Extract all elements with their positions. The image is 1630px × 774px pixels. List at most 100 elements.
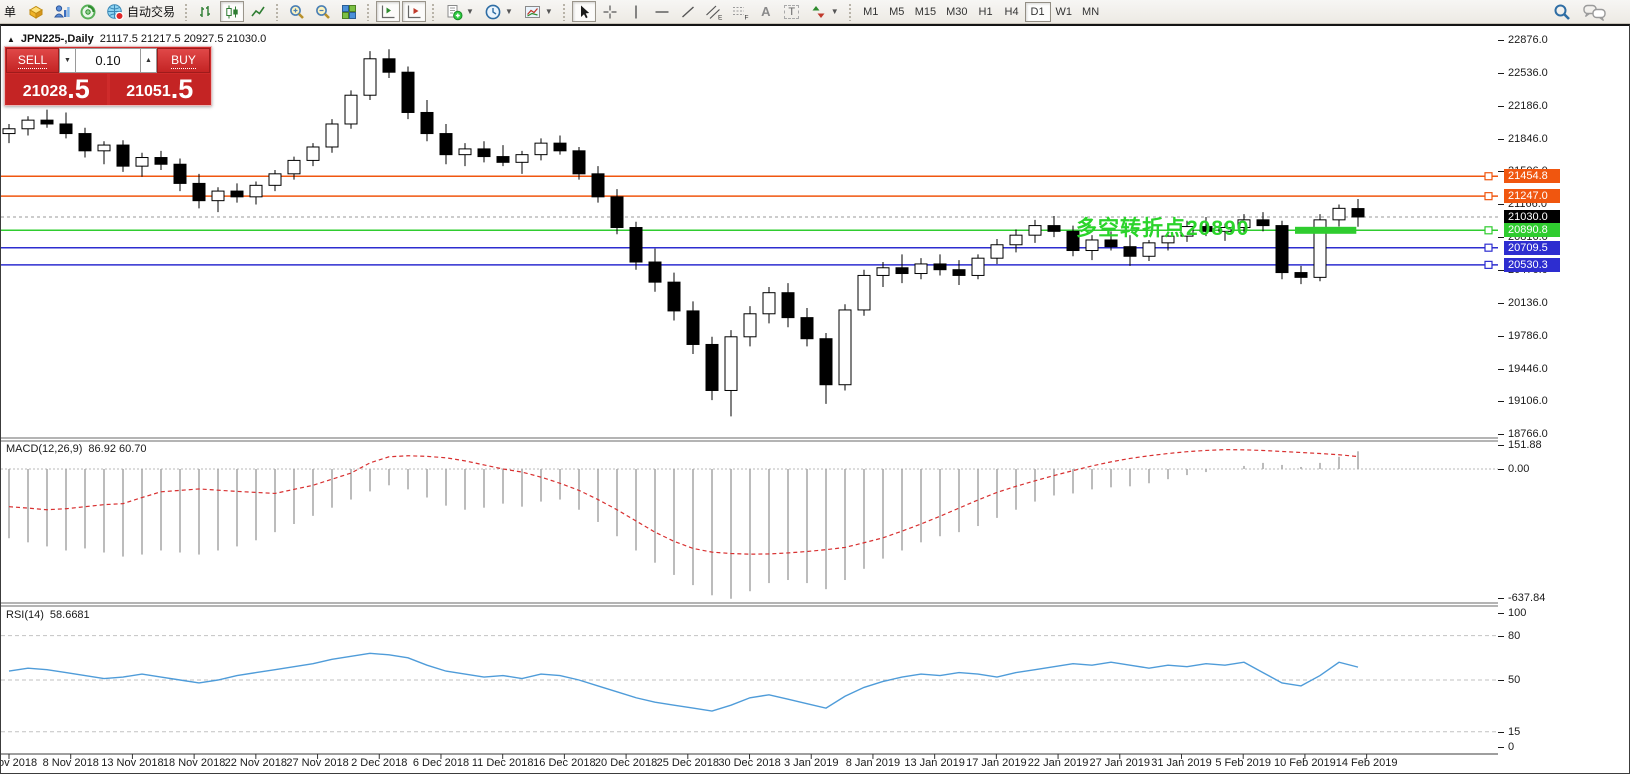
candle <box>1085 239 1099 252</box>
candle <box>116 144 130 167</box>
menu-text-fragment[interactable]: 单 <box>4 5 17 19</box>
candle <box>1237 219 1251 229</box>
volume-decrease-button[interactable]: ▼ <box>59 48 76 73</box>
svg-text:E: E <box>718 14 723 21</box>
candle <box>1351 208 1365 218</box>
zoom-in-button[interactable] <box>285 1 309 22</box>
candle <box>1313 219 1327 278</box>
timeframe-button-M1[interactable]: M1 <box>863 5 879 18</box>
date-label: 27 Nov 2018 <box>286 757 349 769</box>
cursor-tool-button[interactable] <box>571 1 596 22</box>
zoom-in-icon <box>288 3 306 21</box>
dropdown-caret: ▼ <box>830 7 839 16</box>
price-tick-label: 19446.0 <box>1498 361 1548 376</box>
auto-scroll-button[interactable] <box>402 1 427 22</box>
timeframe-button-MN[interactable]: MN <box>1082 5 1100 18</box>
candle <box>610 196 624 229</box>
buy-price-display[interactable]: 21051.5 <box>109 74 210 105</box>
market-watch-icon <box>53 3 71 21</box>
equidistant-channel-tool-button[interactable]: E <box>702 1 726 22</box>
candle <box>1199 226 1213 232</box>
chart-canvas[interactable] <box>1 30 1498 774</box>
rsi-tick-label: 80 <box>1498 628 1521 643</box>
chat-icon[interactable] <box>1582 2 1608 22</box>
candle <box>743 313 757 338</box>
trendline-tool-button[interactable] <box>676 1 700 22</box>
sell-price-display[interactable]: 21028.5 <box>6 74 107 105</box>
rsi-tick-label: 50 <box>1498 673 1521 687</box>
chart-annotation-text[interactable]: 多空转折点20890 <box>1076 216 1250 240</box>
date-label: 4 Nov 2018 <box>1 757 38 769</box>
chart-shift-button[interactable] <box>376 1 401 22</box>
new-order-button[interactable] <box>24 1 48 22</box>
level-price-label: 20530.3 <box>1504 257 1560 272</box>
date-label: 22 Jan 2019 <box>1027 757 1089 769</box>
candle <box>439 133 453 156</box>
candle <box>933 263 947 271</box>
macd-indicator-label: MACD(12,26,9) 86.92 60.70 <box>6 443 147 455</box>
dropdown-caret: ▼ <box>466 7 474 16</box>
cursor-icon <box>575 3 593 21</box>
auto-scroll-icon <box>405 3 423 21</box>
chart-ohlc-values: 21117.5 21217.5 20927.5 21030.0 <box>99 33 267 45</box>
candle <box>724 336 738 391</box>
navigator-button[interactable] <box>76 1 100 22</box>
candle <box>382 58 396 73</box>
vertical-line-tool-button[interactable] <box>624 1 648 22</box>
timeframe-button-M30[interactable]: M30 <box>946 5 968 18</box>
timeframe-button-W1[interactable]: W1 <box>1055 5 1073 18</box>
date-label: 20 Dec 2018 <box>594 757 658 769</box>
chart-window[interactable]: 22876.022536.022186.021846.021506.021166… <box>0 24 1630 774</box>
candle <box>667 281 681 312</box>
main-toolbar: 单 自动交易 <box>0 0 1630 24</box>
timeframe-button-H4[interactable]: H4 <box>1004 5 1019 18</box>
timeframe-button-M5[interactable]: M5 <box>889 5 905 18</box>
candle <box>1123 246 1137 257</box>
collapse-arrow-icon[interactable]: ▲ <box>7 34 15 44</box>
candle <box>800 317 814 340</box>
price-tick-label: 22186.0 <box>1498 99 1548 114</box>
level-handle <box>1484 260 1493 269</box>
price-scale[interactable]: 22876.022536.022186.021846.021506.021166… <box>1498 30 1629 754</box>
fibonacci-tool-button[interactable]: F <box>728 1 752 22</box>
bar-chart-type-button[interactable] <box>194 1 218 22</box>
candle <box>192 182 206 202</box>
dropdown-caret: ▼ <box>504 7 513 16</box>
market-watch-button[interactable] <box>50 1 74 22</box>
sell-button[interactable]: SELL <box>6 48 59 73</box>
timeframe-button-D1[interactable]: D1 <box>1024 1 1051 22</box>
buy-button[interactable]: BUY <box>157 48 210 73</box>
periods-button[interactable]: ▼ <box>480 1 517 22</box>
candlestick-chart-type-button[interactable] <box>220 1 245 22</box>
date-label: 14 Feb 2019 <box>1335 757 1398 769</box>
templates-button[interactable]: ▼ <box>519 1 557 22</box>
arrows-tool-button[interactable]: ▼ <box>806 1 843 22</box>
zoom-out-button[interactable] <box>311 1 335 22</box>
periods-clock-icon <box>484 3 502 21</box>
rsi-indicator-label: RSI(14) 58.6681 <box>6 609 90 621</box>
volume-increase-button[interactable]: ▲ <box>140 48 157 73</box>
horizontal-line-tool-button[interactable] <box>650 1 674 22</box>
candle <box>401 71 415 113</box>
candle <box>705 343 719 391</box>
search-icon[interactable] <box>1552 2 1572 22</box>
macd-tick-label: -637.84 <box>1498 591 1546 605</box>
candle <box>1275 225 1289 274</box>
candle <box>838 309 852 386</box>
timeframe-button-M15[interactable]: M15 <box>914 5 937 18</box>
date-label: 13 Nov 2018 <box>101 757 164 769</box>
text-tool-button[interactable]: A <box>754 1 778 22</box>
date-label: 22 Nov 2018 <box>224 757 288 769</box>
autotrading-button[interactable]: 自动交易 <box>102 1 179 22</box>
text-label-tool-button[interactable]: T <box>780 1 804 22</box>
level-price-label: 20709.5 <box>1504 240 1560 255</box>
indicators-button[interactable]: ▼ <box>441 1 478 22</box>
level-handle <box>1484 172 1493 181</box>
one-click-trade-panel: SELL ▼ ▲ BUY 21028.5 21051.5 <box>4 46 212 106</box>
tile-windows-button[interactable] <box>337 1 361 22</box>
volume-input[interactable] <box>76 48 140 73</box>
tile-windows-icon <box>340 3 358 21</box>
timeframe-button-H1[interactable]: H1 <box>978 5 993 18</box>
crosshair-tool-button[interactable] <box>598 1 622 22</box>
line-chart-type-button[interactable] <box>246 1 270 22</box>
